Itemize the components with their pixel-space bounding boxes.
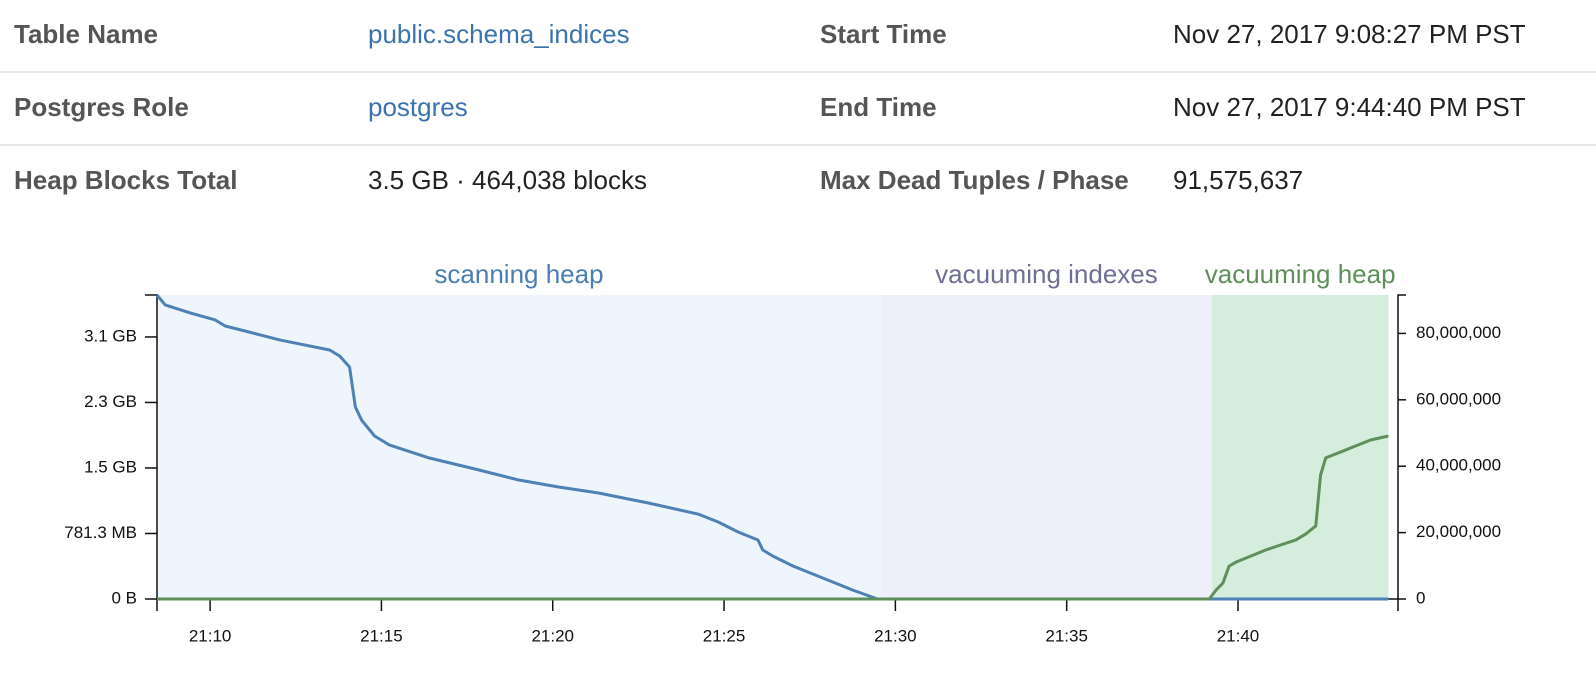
value: Nov 27, 2017 9:08:27 PM PST: [1173, 19, 1526, 49]
x-tick-label: 21:35: [1045, 626, 1088, 645]
label: End Time: [820, 92, 937, 122]
phase-label: vacuuming indexes: [935, 259, 1158, 289]
label: Heap Blocks Total: [14, 165, 237, 195]
role-link[interactable]: postgres: [368, 92, 468, 122]
y-tick-label: 781.3 MB: [64, 523, 137, 542]
phase-label: vacuuming heap: [1205, 259, 1396, 289]
phase-label: scanning heap: [434, 259, 603, 289]
y2-tick-label: 80,000,000: [1416, 323, 1501, 342]
label: Start Time: [820, 19, 947, 49]
label: Postgres Role: [14, 92, 189, 122]
right-axis: [1397, 294, 1406, 599]
phase-band: [157, 295, 881, 599]
x-tick-label: 21:25: [703, 626, 746, 645]
y2-tick-label: 20,000,000: [1416, 522, 1501, 541]
label: Table Name: [14, 19, 158, 49]
y-tick-label: 2.3 GB: [84, 392, 137, 411]
table-link[interactable]: public.schema_indices: [368, 19, 630, 49]
y-tick-label: 3.1 GB: [84, 326, 137, 345]
value: 3.5 GB · 464,038 blocks: [368, 165, 647, 195]
x-axis: [156, 598, 1399, 611]
x-tick-label: 21:30: [874, 626, 917, 645]
y2-tick-label: 0: [1416, 588, 1425, 607]
value: 91,575,637: [1173, 165, 1303, 195]
y-tick-label: 1.5 GB: [84, 457, 137, 476]
y2-tick-label: 40,000,000: [1416, 456, 1501, 475]
x-tick-label: 21:40: [1217, 626, 1260, 645]
series-line: [155, 294, 1389, 601]
value: Nov 27, 2017 9:44:40 PM PST: [1173, 92, 1526, 122]
label: Max Dead Tuples / Phase: [820, 165, 1129, 195]
y2-tick-label: 60,000,000: [1416, 389, 1501, 408]
x-tick-label: 21:15: [360, 626, 403, 645]
phase-band: [880, 295, 1212, 599]
series-line: [157, 434, 1389, 601]
y-tick-label: 0 B: [111, 588, 137, 607]
left-axis: [145, 294, 158, 599]
x-tick-label: 21:20: [531, 626, 574, 645]
details-table: Table Name public.schema_indices Start T…: [0, 19, 1596, 195]
phase-band: [1211, 295, 1389, 599]
x-tick-label: 21:10: [189, 626, 232, 645]
